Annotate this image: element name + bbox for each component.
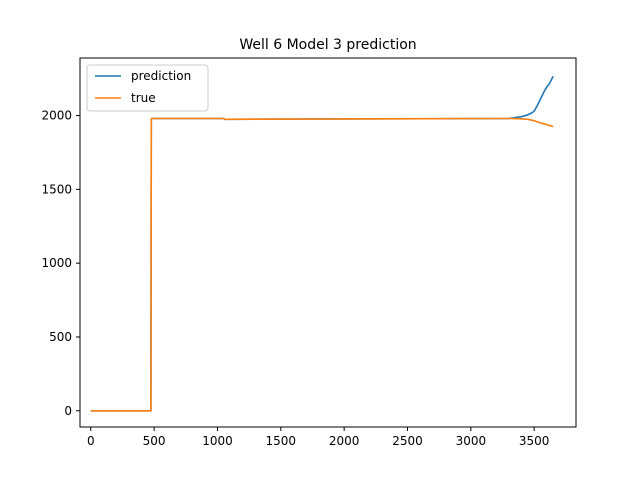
legend: prediction true	[86, 64, 209, 112]
x-axis: 0 500 1000 1500 2000 2500 3000 3500	[87, 427, 550, 448]
x-tick-label: 3000	[456, 434, 487, 448]
chart-title: Well 6 Model 3 prediction	[239, 37, 416, 53]
legend-label-prediction: prediction	[131, 69, 191, 83]
axes-frame	[79, 57, 577, 428]
legend-label-true: true	[131, 91, 156, 105]
x-tick-label: 3500	[519, 434, 550, 448]
x-tick-label: 2500	[392, 434, 423, 448]
x-tick-label: 1500	[266, 434, 297, 448]
y-tick-label: 2000	[41, 109, 72, 123]
series-line-true	[90, 117, 554, 412]
x-tick-label: 500	[143, 434, 166, 448]
y-tick-label: 0	[64, 404, 72, 418]
x-tick-label: 2000	[329, 434, 360, 448]
y-tick-label: 500	[49, 330, 72, 344]
y-axis: 0 500 1000 1500 2000	[41, 109, 80, 418]
y-tick-label: 1500	[41, 182, 72, 196]
y-tick-label: 1000	[41, 256, 72, 270]
x-tick-label: 0	[87, 434, 95, 448]
plot-lines	[90, 76, 554, 412]
x-tick-label: 1000	[202, 434, 233, 448]
